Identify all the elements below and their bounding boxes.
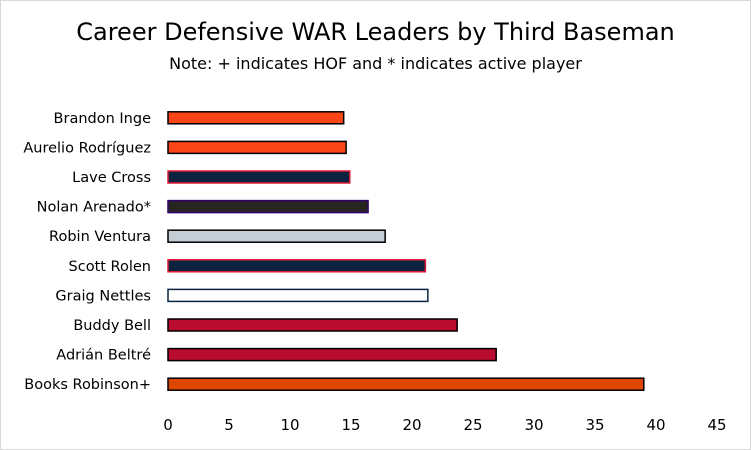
chart-title: Career Defensive WAR Leaders by Third Ba… xyxy=(76,18,675,46)
bar xyxy=(167,170,351,184)
category-label: Adrián Beltré xyxy=(56,348,151,364)
bar xyxy=(167,347,497,362)
bar xyxy=(167,199,369,214)
bar xyxy=(167,229,386,243)
category-label: Aurelio Rodríguez xyxy=(23,140,151,156)
category-label: Robin Ventura xyxy=(49,229,151,245)
category-label: Books Robinson+ xyxy=(24,377,151,393)
bar xyxy=(167,111,345,125)
category-label: Graig Nettles xyxy=(55,288,151,304)
x-tick-label: 20 xyxy=(402,416,421,434)
x-tick-label: 45 xyxy=(707,416,726,434)
bar xyxy=(167,288,429,303)
category-label: Buddy Bell xyxy=(73,318,151,334)
category-label: Lave Cross xyxy=(72,170,151,186)
bar xyxy=(167,377,645,391)
x-tick-label: 40 xyxy=(646,416,665,434)
x-tick-label: 5 xyxy=(224,416,234,434)
x-tick-label: 35 xyxy=(585,416,604,434)
x-tick-label: 10 xyxy=(280,416,299,434)
x-tick-label: 0 xyxy=(163,416,173,434)
bar xyxy=(167,140,347,155)
bar xyxy=(167,259,427,273)
x-tick-label: 30 xyxy=(524,416,543,434)
category-label: Brandon Inge xyxy=(54,111,152,127)
bar xyxy=(167,318,458,332)
category-label: Nolan Arenado* xyxy=(37,200,151,216)
x-tick-label: 25 xyxy=(463,416,482,434)
x-tick-label: 15 xyxy=(341,416,360,434)
chart-subtitle: Note: + indicates HOF and * indicates ac… xyxy=(169,54,582,73)
category-label: Scott Rolen xyxy=(69,259,151,275)
